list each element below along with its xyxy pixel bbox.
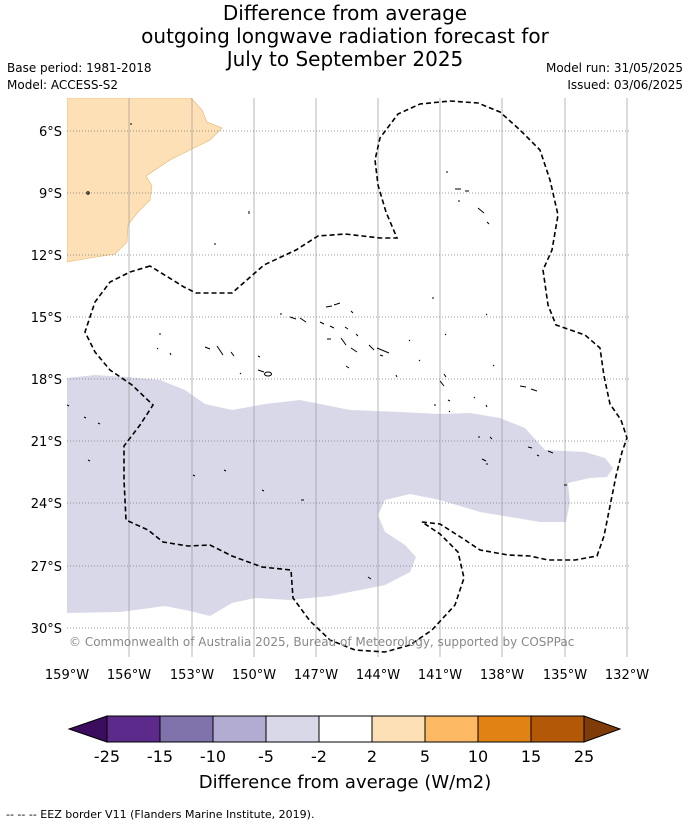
colorbar-bin	[530, 715, 585, 743]
issued-date: Issued: 03/06/2025	[567, 78, 683, 92]
meta-left: Base period: 1981-2018 Model: ACCESS-S2	[7, 60, 152, 94]
lon-label: 159°W	[45, 668, 89, 683]
colorbar-tick: 25	[574, 747, 594, 766]
colorbar-label: Difference from average (W/m2)	[199, 772, 491, 793]
colorbar-ticks: -25 -15 -10 -5 -2 2 5 10 15 25	[94, 747, 594, 766]
longitude-gridlines	[128, 98, 628, 657]
map-figure: © Commonwealth of Australia 2025, Bureau…	[31, 98, 649, 793]
lon-label: 144°W	[356, 668, 400, 683]
title-line-2: outgoing longwave radiation forecast for	[141, 24, 549, 48]
lon-label: 141°W	[418, 668, 462, 683]
latitude-gridlines	[67, 130, 630, 629]
colorbar	[67, 715, 622, 743]
lat-label: 27°S	[31, 560, 62, 575]
title-line-3: July to September 2025	[226, 47, 464, 71]
colorbar-tick: 10	[468, 747, 488, 766]
lon-label: 138°W	[480, 668, 524, 683]
colorbar-extend-low	[67, 715, 108, 743]
lon-label: 153°W	[170, 668, 214, 683]
colorbar-bin	[106, 715, 161, 743]
lon-label: 156°W	[107, 668, 151, 683]
lat-label: 15°S	[31, 311, 62, 326]
colorbar-extend-high	[583, 715, 622, 743]
lat-label: 12°S	[31, 249, 62, 264]
lat-label: 18°S	[31, 373, 62, 388]
lat-label: 30°S	[31, 622, 62, 637]
model-run: Model run: 31/05/2025	[545, 61, 683, 75]
longitude-labels: 159°W 156°W 153°W 150°W 147°W 144°W 141°…	[45, 668, 649, 683]
colorbar-bin	[212, 715, 267, 743]
colorbar-bin	[265, 715, 320, 743]
colorbar-tick: -5	[258, 747, 274, 766]
lat-label: 21°S	[31, 435, 62, 450]
islands	[67, 123, 567, 580]
colorbar-tick: -25	[94, 747, 120, 766]
colorbar-tick: -15	[147, 747, 173, 766]
lat-label: 6°S	[39, 125, 62, 140]
lon-label: 150°W	[232, 668, 276, 683]
latitude-labels: 6°S 9°S 12°S 15°S 18°S 21°S 24°S 27°S 30…	[31, 125, 62, 637]
lon-label: 132°W	[605, 668, 649, 683]
colorbar-bin	[424, 715, 479, 743]
colorbar-bin	[159, 715, 214, 743]
lon-label: 147°W	[294, 668, 338, 683]
colorbar-bin	[477, 715, 532, 743]
colorbar-tick: -10	[200, 747, 226, 766]
copyright-notice: © Commonwealth of Australia 2025, Bureau…	[69, 635, 574, 649]
positive-anomaly-region	[67, 98, 223, 263]
title-line-1: Difference from average	[222, 1, 468, 25]
lat-label: 9°S	[39, 187, 62, 202]
eez-border	[84, 100, 628, 653]
base-period: Base period: 1981-2018	[7, 61, 152, 75]
colorbar-tick: 5	[420, 747, 430, 766]
negative-anomaly-region	[67, 375, 613, 616]
lat-label: 24°S	[31, 497, 62, 512]
map-title: Difference from average outgoing longwav…	[0, 2, 690, 71]
colorbar-tick: 2	[367, 747, 377, 766]
model-name: Model: ACCESS-S2	[7, 78, 119, 92]
lon-label: 135°W	[543, 668, 587, 683]
colorbar-tick: -2	[311, 747, 327, 766]
colorbar-bin	[371, 715, 426, 743]
meta-right: Model run: 31/05/2025 Issued: 03/06/2025	[546, 60, 683, 94]
map-plot-area	[67, 98, 630, 657]
colorbar-tick: 15	[521, 747, 541, 766]
colorbar-bin	[318, 715, 373, 743]
eez-legend: -- -- -- EEZ border V11 (Flanders Marine…	[6, 808, 315, 821]
